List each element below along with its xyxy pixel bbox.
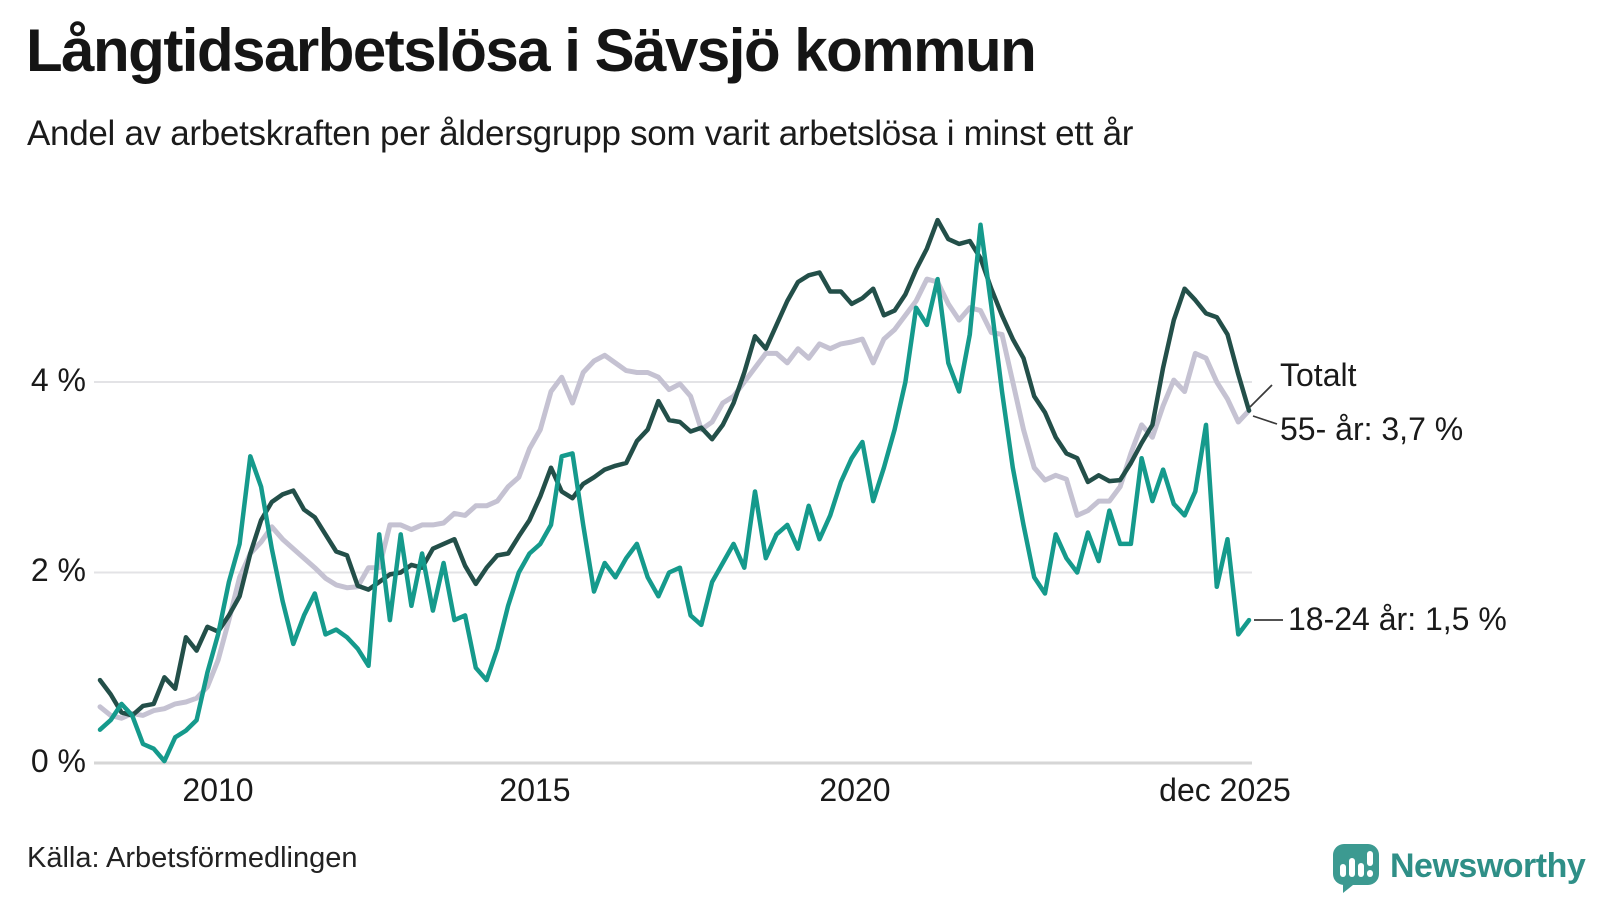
newsworthy-logo-text: Newsworthy bbox=[1390, 847, 1586, 885]
series-label-18-24-ar: 18-24 år: 1,5 % bbox=[1288, 601, 1507, 637]
y-axis-label-0: 0 % bbox=[30, 743, 86, 779]
page-title: Långtidsarbetslösa i Sävsjö kommun bbox=[26, 17, 1037, 84]
series-label-totalt: Totalt bbox=[1280, 357, 1357, 393]
x-axis-label-dec-2025: dec 2025 bbox=[1159, 772, 1291, 808]
source-note: Källa: Arbetsförmedlingen bbox=[27, 842, 358, 874]
y-axis-label-2: 2 % bbox=[30, 552, 86, 588]
x-axis-label-2010: 2010 bbox=[182, 772, 254, 808]
series-label-55-ar: 55- år: 3,7 % bbox=[1280, 411, 1464, 447]
page-subtitle: Andel av arbetskraften per åldersgrupp s… bbox=[27, 114, 1134, 153]
y-axis-label-4: 4 % bbox=[30, 362, 86, 398]
x-axis-label-2015: 2015 bbox=[499, 772, 571, 808]
x-axis-label-2020: 2020 bbox=[819, 772, 891, 808]
newsworthy-logo-icon bbox=[1333, 844, 1379, 893]
